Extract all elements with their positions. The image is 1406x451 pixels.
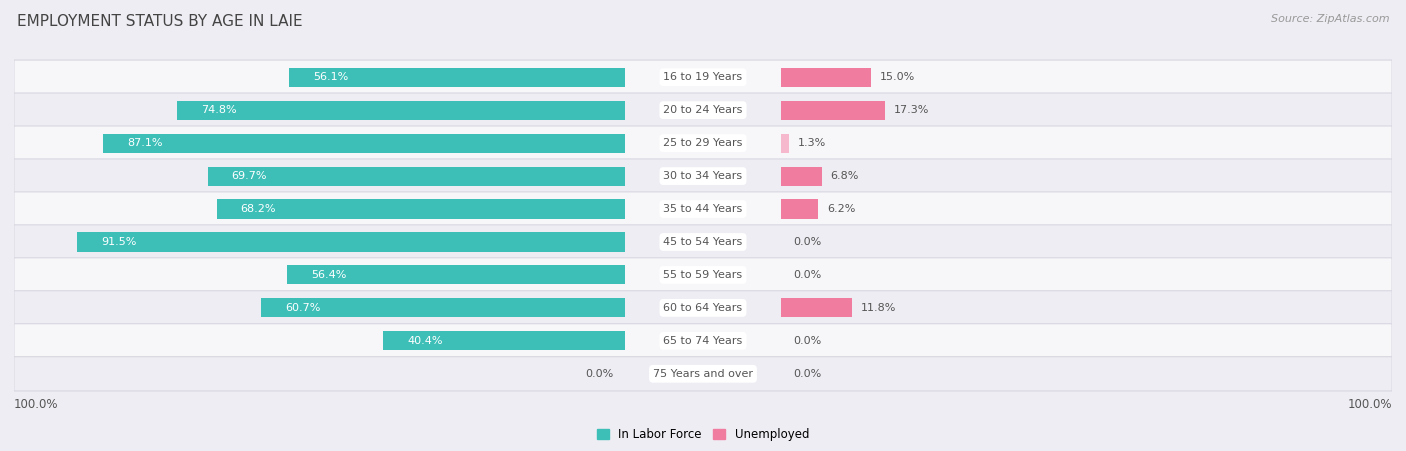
Text: EMPLOYMENT STATUS BY AGE IN LAIE: EMPLOYMENT STATUS BY AGE IN LAIE — [17, 14, 302, 28]
Text: 74.8%: 74.8% — [201, 105, 236, 115]
FancyBboxPatch shape — [14, 192, 1392, 226]
Bar — [262, 299, 626, 318]
FancyBboxPatch shape — [14, 357, 1392, 391]
Text: 0.0%: 0.0% — [793, 336, 821, 346]
Bar — [287, 265, 626, 285]
Text: 45 to 54 Years: 45 to 54 Years — [664, 237, 742, 247]
FancyBboxPatch shape — [14, 258, 1392, 292]
FancyBboxPatch shape — [14, 291, 1392, 325]
Bar — [780, 68, 870, 87]
Text: 6.2%: 6.2% — [827, 204, 855, 214]
Text: 69.7%: 69.7% — [232, 171, 267, 181]
Text: 11.8%: 11.8% — [860, 303, 896, 313]
Text: 75 Years and over: 75 Years and over — [652, 369, 754, 379]
Text: 20 to 24 Years: 20 to 24 Years — [664, 105, 742, 115]
Text: 65 to 74 Years: 65 to 74 Years — [664, 336, 742, 346]
Text: 60 to 64 Years: 60 to 64 Years — [664, 303, 742, 313]
Bar — [177, 101, 626, 120]
Bar — [780, 101, 884, 120]
Text: 0.0%: 0.0% — [585, 369, 613, 379]
Bar — [382, 331, 626, 350]
Text: 40.4%: 40.4% — [408, 336, 443, 346]
Bar — [103, 133, 626, 152]
Bar — [217, 199, 626, 219]
FancyBboxPatch shape — [14, 324, 1392, 358]
FancyBboxPatch shape — [14, 60, 1392, 94]
Bar — [290, 68, 626, 87]
Text: 56.1%: 56.1% — [314, 72, 349, 82]
FancyBboxPatch shape — [14, 93, 1392, 127]
Bar — [780, 299, 852, 318]
Text: 100.0%: 100.0% — [14, 397, 59, 410]
Text: 35 to 44 Years: 35 to 44 Years — [664, 204, 742, 214]
Text: 30 to 34 Years: 30 to 34 Years — [664, 171, 742, 181]
FancyBboxPatch shape — [14, 126, 1392, 160]
FancyBboxPatch shape — [14, 225, 1392, 259]
Text: 55 to 59 Years: 55 to 59 Years — [664, 270, 742, 280]
Text: 60.7%: 60.7% — [285, 303, 321, 313]
Text: 17.3%: 17.3% — [893, 105, 929, 115]
Text: 0.0%: 0.0% — [793, 237, 821, 247]
Text: 25 to 29 Years: 25 to 29 Years — [664, 138, 742, 148]
Text: 100.0%: 100.0% — [1347, 397, 1392, 410]
Bar — [208, 166, 626, 186]
Bar — [780, 199, 818, 219]
Text: 87.1%: 87.1% — [128, 138, 163, 148]
Text: 1.3%: 1.3% — [797, 138, 825, 148]
Text: 0.0%: 0.0% — [793, 369, 821, 379]
Text: 56.4%: 56.4% — [311, 270, 346, 280]
Legend: In Labor Force, Unemployed: In Labor Force, Unemployed — [592, 423, 814, 446]
Text: 16 to 19 Years: 16 to 19 Years — [664, 72, 742, 82]
Text: 6.8%: 6.8% — [831, 171, 859, 181]
Text: 0.0%: 0.0% — [793, 270, 821, 280]
FancyBboxPatch shape — [14, 159, 1392, 193]
Bar — [780, 166, 821, 186]
Bar — [780, 133, 789, 152]
Text: 91.5%: 91.5% — [101, 237, 136, 247]
Text: 15.0%: 15.0% — [880, 72, 915, 82]
Text: Source: ZipAtlas.com: Source: ZipAtlas.com — [1271, 14, 1389, 23]
Text: 68.2%: 68.2% — [240, 204, 276, 214]
Bar — [77, 232, 626, 252]
